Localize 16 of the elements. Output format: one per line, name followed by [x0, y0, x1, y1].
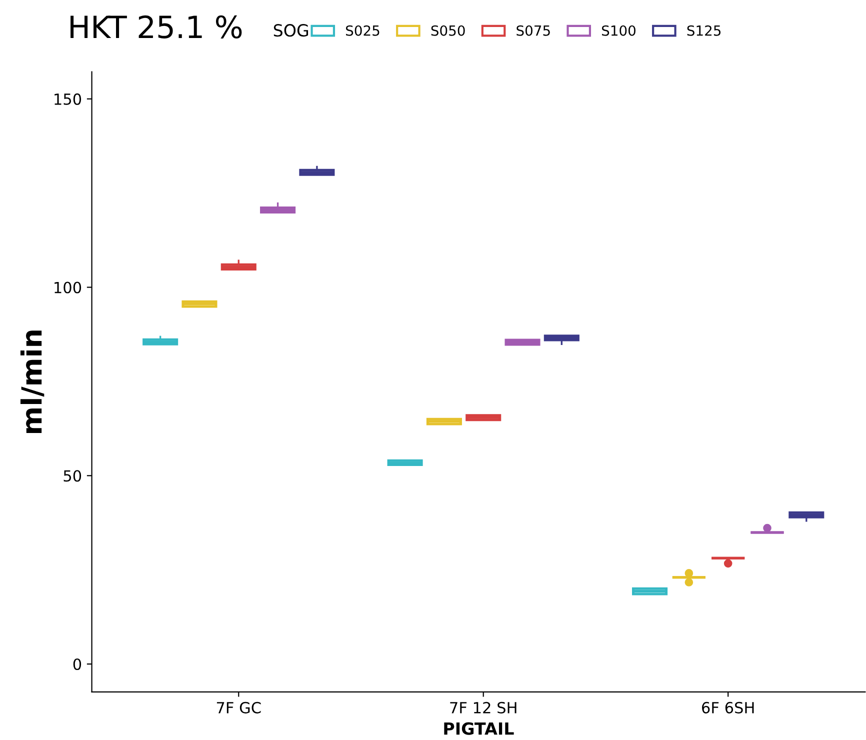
y-axis-title: ml/min	[20, 330, 44, 433]
legend-label: S025	[346, 25, 380, 36]
x-tick-label: 7F 12 SH	[450, 702, 516, 714]
legend-title: SOG	[274, 24, 308, 37]
x-axis-title: PIGTAIL	[444, 722, 514, 735]
legend-label: S125	[687, 25, 721, 36]
y-tick-label: 50	[64, 470, 82, 482]
legend-label: S050	[431, 25, 465, 36]
y-tick-label: 150	[54, 93, 82, 105]
legend-label: S100	[602, 25, 636, 36]
legend-label: S075	[516, 25, 550, 36]
x-tick-label: 6F 6SH	[702, 702, 754, 714]
y-tick-label: 100	[54, 282, 82, 294]
chart-title: HKT 25.1 %	[70, 15, 242, 38]
x-tick-label: 7F GC	[216, 702, 261, 714]
y-tick-label: 0	[73, 658, 82, 670]
